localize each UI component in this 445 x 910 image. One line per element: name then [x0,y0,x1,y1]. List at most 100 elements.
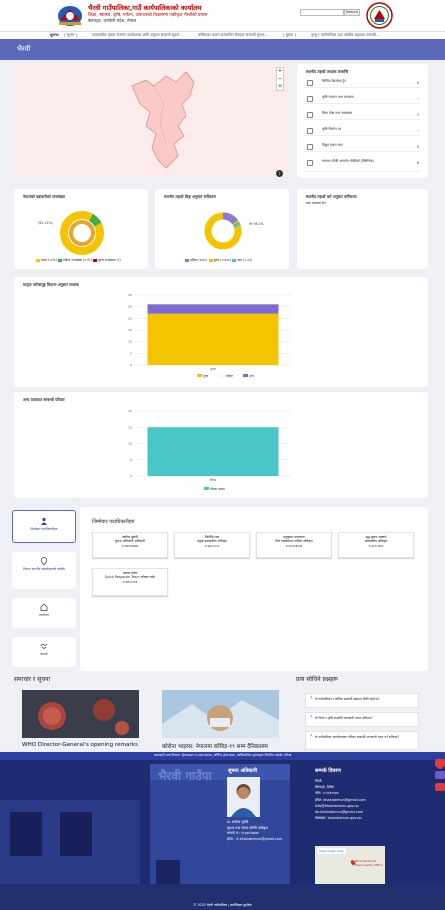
ticker-item[interactable]: व्यवसायीक कृषक रोजगार कार्यक्रमका लागि अ… [92,33,183,37]
ticker-item[interactable]: कोभिडका कारण सञ्चालित सेवाहरू सम्बन्धी स… [197,33,268,37]
news-caption[interactable]: WHO Director-General's opening remarks [22,742,138,748]
stat-icon [307,96,313,102]
stat-label: विद्युत एकल स्पट [322,143,343,147]
stat-row: कृषि निर्माण घर - [305,126,421,136]
ticker-item[interactable]: [ सूचना ] [64,33,77,37]
official-card[interactable]: वृद्ध कुमार जावाले प्रशासकीय अधिकृत ९८४८… [338,532,414,558]
news-item[interactable]: WHO Director-General's opening remarks [22,690,139,750]
page-title-band: भैरवी [0,39,445,60]
map-info-icon[interactable]: i [276,170,283,177]
official-card[interactable]: जितेन्द्रि शाह प्रमुख प्रशासकीय अधिकृत ९… [174,532,250,558]
footer-watermark: भैरवी गाउँपा [158,769,212,783]
faq-item[interactable]: के गाउँपालिका कार्यालयबाट परिवार सम्बन्ध… [305,731,419,750]
map-zoom-control[interactable]: + − ⌂ [276,67,284,91]
contact-line: भैरवी [315,779,322,783]
official-name: प्रकाश खरेल [122,571,138,575]
contact-line: फोन: ०८९४१०६७७ [315,791,339,796]
stat-icon [307,128,313,134]
y-tick-label: 30 [128,293,132,297]
stat-value: २ [416,112,419,117]
alert-float-button[interactable] [435,783,445,791]
legend-swatch [219,373,226,378]
info-officer-details: डा. सर्वोच्च सुवेदी सूचना तथा संचार प्रव… [227,820,282,842]
official-role: सूचना अधिकारी अधिकारी [114,539,146,544]
page-title: भैरवी [17,45,31,53]
site-header: भैरवी गाउँपालिका,गाउँ कार्यपालिकाको कार्… [0,0,445,31]
info-officer-photo [227,777,260,817]
x-tick-label: विरेन्द्र [210,478,217,482]
legend-label: अन्य [249,374,254,378]
reset-view-icon[interactable]: ⌂ [278,83,282,89]
official-card[interactable]: प्रकाश खरेल Quick Response Team फोकल पर्… [92,568,168,596]
sidebar-item-contacts[interactable]: विभाग स्थानीय सम्पर्कहरूको व्यक्ति [12,552,76,589]
chart-title: मातृत्व उमेरसमूह विवरण अनुसार तथ्यांक [23,282,79,287]
legend-swatch [204,487,209,490]
contact-website-link[interactable]: वेबसाइट: bhairabimun.gov.np [315,816,362,821]
sidebar-item-officials[interactable]: जिम्मेवार पदाधिकारीहरु [12,510,76,543]
sidebar-item-label: सम्पर्क [40,652,48,656]
y-tick-label: 20 [128,316,132,320]
legend-label: पुरुष [203,374,209,378]
footer-map[interactable]: View larger map Bhairabi Rural Municipal… [315,846,385,884]
zoom-in-button[interactable]: + [277,68,283,74]
sidebar-item-contact[interactable]: सम्पर्क [12,637,76,667]
copyright: © 2020 भैरवी गाउँपालिका | सर्वाधिकार सुर… [193,903,252,907]
sidebar-item-office[interactable]: कार्यालय [12,598,76,628]
legend-item: महिला (१७७०) [190,258,208,262]
share-float-button[interactable] [435,771,445,779]
transport-chart: 0 5 10 15 20 विरेन्द्र परिवार संख्या [128,409,291,491]
stat-icon [307,80,313,86]
official-card[interactable]: सर्वोच्च सुवेदी सूचना अधिकारी अधिकारी ९८… [92,532,168,558]
y-tick-label: 10 [128,442,132,446]
ticker-item[interactable]: [ सूचना ] [283,33,296,37]
stats-panel: स्थानीय तहको तथ्यांक सम्बन्धि सिर्जित डि… [297,64,428,178]
site-title: भैरवी गाउँपालिका,गाउँ कार्यपालिकाको कार्… [88,4,202,12]
stat-label: सिर्जित डिप्लोमा ट्रेन [322,79,347,83]
x-tick-label: पुरुष [210,367,216,371]
official-phone: ९८४७०८८९० [204,543,220,548]
stat-row: कृषि रजस्टर तथा ब्यवसाय - [305,94,421,104]
official-card[interactable]: बनुकुमार उपाध्याय वित्त व्यवस्थापन तालिम… [256,532,332,558]
news-caption[interactable]: कोरोना भाइरस: नेपालमा कोविड-१९ सम्म दैनि… [162,744,268,750]
gender-legend: महिला (१७७०) पुरुष (१५३९४) अन्य (५००६) [185,258,252,262]
municipality-logo [366,2,393,29]
officials-panel: जिम्मेवार पदाधिकारीहरु सर्वोच्च सुवेदी स… [80,507,428,671]
notice-ticker[interactable]: सूचना: [ सूचना ] व्यवसायीक कृषक रोजगार क… [0,31,445,39]
contact-line: बेलपट्ड, दैलेख [315,785,334,790]
faq-item[interactable]: के गाउँपालिका र कोविड सम्बन्धी स्वास्थ्य… [305,693,419,708]
news-item[interactable]: कोरोना भाइरस: नेपालमा कोविड-१९ सम्म दैनि… [162,690,279,750]
search-input[interactable] [300,9,344,16]
legend-label: परिवार संख्या [210,487,225,491]
official-role: वित्त व्यवस्थापन तालिम अधिकृत [275,539,313,544]
religion-empty-text: डाटा उपलब्ध छैन [306,201,326,205]
faq-section-title: प्राय सोधिने प्रश्नहरू [296,676,338,683]
view-larger-map-link[interactable]: View larger map [317,848,346,854]
faq-item[interactable]: के शिक्षा र कृषि सम्बन्धि जानकारी पाउन स… [305,712,419,727]
ticker-item[interactable]: कृत्यू र कार्यनालिका तथा आर्थिक सहायता स… [310,33,380,37]
y-tick-label: 0 [130,363,132,367]
municipality-map[interactable] [14,64,290,178]
info-email[interactable]: ईमेल : it.bhairabimun@gmail.com [227,836,283,841]
contact-title: सम्पर्क विवरण [315,768,341,774]
contact-email[interactable]: info@bhairabimun.gov.np [315,803,359,808]
legend-swatch [243,374,248,377]
contact-email[interactable]: ito.bhairabimun@gmail.com [315,810,363,815]
nepal-emblem-logo [58,6,82,26]
sidebar-item-label: विभाग स्थानीय सम्पर्कहरूको व्यक्ति [23,567,65,571]
population-card: नेपालको वडावारीको जनसंख्या (92.11%) जम्म… [14,189,148,269]
religion-title: स्थानीय तहको धर्म अनुसार वर्गीकरण [306,194,357,199]
location-icon [40,557,48,565]
legend-swatch [197,374,202,377]
stat-label: स्वास्थ्य चौकी अन्तर्गत चौकीको (क्लिनिक) [322,159,374,163]
y-tick-label: 25 [128,305,132,309]
zoom-out-button[interactable]: − [277,75,283,82]
contact-email[interactable]: ईमेल: bhairabimun@gmail.com [315,797,366,802]
stat-row: स्वास्थ्य चौकी अन्तर्गत चौकीको (क्लिनिक)… [305,158,421,172]
official-phone: ९८४८६१३९३४ [285,543,303,548]
official-phone: ९८४४१८५७६ [122,579,138,584]
search-button[interactable]: Search [344,9,360,16]
population-pct-label: (92.11%) [38,221,53,225]
stats-title: स्थानीय तहको तथ्यांक सम्बन्धि [306,69,349,74]
info-bar: जानकारी तथा विवरण: हेल्पलाइन ९८४७६९६७७७,… [0,752,445,760]
chat-float-button[interactable] [435,759,445,767]
